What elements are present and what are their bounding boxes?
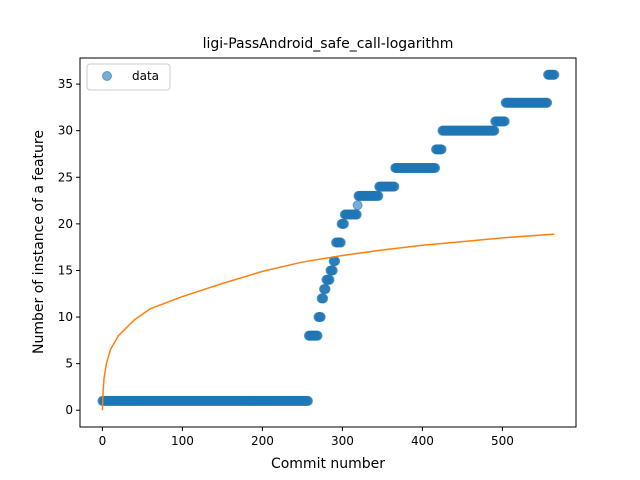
x-tick-label: 0 xyxy=(99,434,107,448)
x-tick-label: 200 xyxy=(251,434,274,448)
data-point xyxy=(352,200,363,211)
legend-marker-icon xyxy=(102,71,112,81)
x-tick-label: 400 xyxy=(411,434,434,448)
fit-line xyxy=(101,233,555,411)
plot-area xyxy=(97,69,560,411)
data-point xyxy=(320,284,331,295)
data-point xyxy=(373,190,384,201)
data-point xyxy=(315,312,326,323)
data-point xyxy=(312,330,323,341)
data-point xyxy=(436,144,447,155)
data-point xyxy=(430,162,441,173)
data-point xyxy=(327,265,338,276)
data-point xyxy=(489,125,500,136)
y-tick-label: 20 xyxy=(58,217,73,231)
data-point xyxy=(542,97,553,108)
data-point xyxy=(351,209,362,220)
data-point xyxy=(499,116,510,127)
data-point xyxy=(389,181,400,192)
data-point xyxy=(549,69,560,80)
y-axis-label: Number of instance of a feature xyxy=(31,130,47,354)
y-tick-label: 10 xyxy=(58,310,73,324)
x-tick-label: 300 xyxy=(331,434,354,448)
chart-title: ligi-PassAndroid_safe_call-logarithm xyxy=(203,36,454,52)
y-tick-label: 25 xyxy=(58,170,73,184)
axes-frame xyxy=(79,57,577,428)
data-point xyxy=(318,293,329,304)
y-tick-label: 15 xyxy=(58,263,73,277)
x-axis-label: Commit number xyxy=(271,456,385,472)
y-tick-label: 5 xyxy=(65,357,73,371)
y-tick-label: 30 xyxy=(58,124,73,138)
legend: data xyxy=(86,63,171,91)
legend-box xyxy=(86,63,171,91)
data-point xyxy=(339,218,349,229)
legend-label-data: data xyxy=(132,69,159,83)
x-tick-label: 500 xyxy=(491,434,514,448)
x-tick-label: 100 xyxy=(171,434,194,448)
data-point xyxy=(303,395,313,406)
data-point xyxy=(324,274,335,285)
y-tick-label: 0 xyxy=(65,403,73,417)
axis-ticks: 0 100 200 300 400 500 0 5 10 15 20 25 30 35 xyxy=(58,77,514,448)
y-tick-label: 35 xyxy=(58,77,73,91)
data-point xyxy=(335,237,346,248)
